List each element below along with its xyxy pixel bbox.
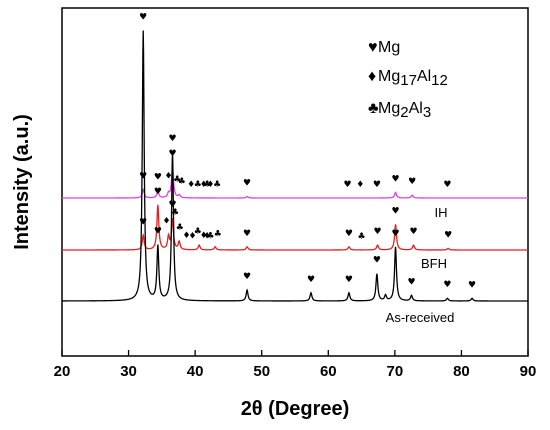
peak-marker: ♦ xyxy=(203,232,211,242)
peak-marker: ♦ xyxy=(182,231,190,241)
peak-marker: ♥ xyxy=(345,229,353,239)
x-tick-label: 80 xyxy=(453,363,470,380)
legend-label: Mg xyxy=(378,39,400,56)
x-tick-label: 70 xyxy=(387,363,404,380)
series-labels: IH BFH As-received xyxy=(386,205,455,325)
peak-markers: ♥ ♥ ♦♥♣♣ ♦♣♦♣♦♣ ♥ ♥ ♦ ♥♥ ♥ ♥♥♥♦♥♣♣♦♦♣♦♦♣ ♣ ♥ ♥ ♣ ♥♥♥ ♥♥… xyxy=(139,12,476,290)
peak-marker: ♥ xyxy=(407,277,415,287)
legend-symbol: ♥ xyxy=(368,39,378,56)
peak-marker: ♦ xyxy=(356,180,364,190)
peak-marker: ♥ xyxy=(154,227,162,237)
series-label: As-received xyxy=(386,310,455,325)
series-label: BFH xyxy=(421,256,447,271)
peak-marker: ♥ xyxy=(154,187,162,197)
peak-marker: ♣ xyxy=(194,227,202,237)
peak-marker: ♥ xyxy=(345,275,353,285)
peak-marker: ♥ xyxy=(391,174,399,184)
x-tick-label: 20 xyxy=(54,363,71,380)
x-tick-label: 30 xyxy=(120,363,137,380)
peak-marker: ♦ xyxy=(200,180,208,190)
peak-marker: ♦ xyxy=(206,180,214,190)
x-axis-ticks: 20 30 40 50 60 70 80 90 xyxy=(54,350,537,380)
peak-marker: ♥ xyxy=(443,180,451,190)
peak-marker: ♣ xyxy=(203,180,211,190)
peak-marker: ♥ xyxy=(444,230,452,240)
peak-marker: ♥ xyxy=(154,173,162,183)
peak-marker: ♥ xyxy=(307,275,315,285)
series-line xyxy=(62,204,528,251)
y-axis-label: Intensity (a.u.) xyxy=(11,114,33,250)
x-tick-label: 40 xyxy=(187,363,204,380)
peak-marker: ♦ xyxy=(188,232,196,242)
peak-marker: ♥ xyxy=(408,177,416,187)
legend: ♥ Mg♦ Mg17Al12 ♣ Mg2Al3 xyxy=(368,39,448,121)
peak-marker: ♥ xyxy=(168,200,176,210)
peak-marker: ♥ xyxy=(139,172,147,182)
peak-marker: ♣ xyxy=(171,208,179,218)
x-tick-label: 60 xyxy=(320,363,337,380)
peak-marker: ♥ xyxy=(374,227,382,237)
peak-marker: ♦ xyxy=(187,180,195,190)
peak-marker: ♣ xyxy=(213,180,221,190)
series-layer xyxy=(62,30,528,302)
peak-marker: ♣ xyxy=(194,180,202,190)
legend-label: Mg2Al3 xyxy=(378,100,431,121)
x-axis-label: 2θ (Degree) xyxy=(241,398,350,420)
peak-marker: ♥ xyxy=(443,280,451,290)
peak-marker: ♥ xyxy=(391,229,399,239)
peak-marker: ♥ xyxy=(243,272,251,282)
peak-marker: ♣ xyxy=(358,232,366,242)
peak-marker: ♥ xyxy=(391,206,399,216)
peak-marker: ♦ xyxy=(164,171,172,181)
peak-marker: ♥ xyxy=(468,280,476,290)
peak-marker: ♥ xyxy=(168,134,176,144)
peak-marker: ♣ xyxy=(173,175,181,185)
peak-marker: ♥ xyxy=(139,12,147,22)
x-tick-label: 50 xyxy=(253,363,270,380)
peak-marker: ♥ xyxy=(373,180,381,190)
peak-marker: ♣ xyxy=(214,230,222,240)
series-line xyxy=(62,166,528,199)
peak-marker: ♥ xyxy=(243,179,251,189)
peak-marker: ♣ xyxy=(206,231,214,241)
peak-marker: ♦ xyxy=(200,231,208,241)
peak-marker: ♥ xyxy=(139,217,147,227)
peak-marker: ♣ xyxy=(176,223,184,233)
peak-marker: ♦ xyxy=(162,216,170,226)
peak-marker: ♣ xyxy=(178,177,186,187)
peak-marker: ♥ xyxy=(168,149,176,159)
legend-symbol: ♣ xyxy=(368,100,379,117)
legend-label: Mg17Al12 xyxy=(378,68,448,89)
peak-marker: ♥ xyxy=(344,180,352,190)
peak-marker: ♥ xyxy=(243,229,251,239)
series-line xyxy=(62,30,528,302)
legend-symbol: ♦ xyxy=(368,68,376,85)
peak-marker: ♥ xyxy=(373,256,381,266)
peak-marker: ♥ xyxy=(409,227,417,237)
x-tick-label: 90 xyxy=(520,363,537,380)
series-label: IH xyxy=(435,205,448,220)
plot-frame xyxy=(61,7,529,357)
